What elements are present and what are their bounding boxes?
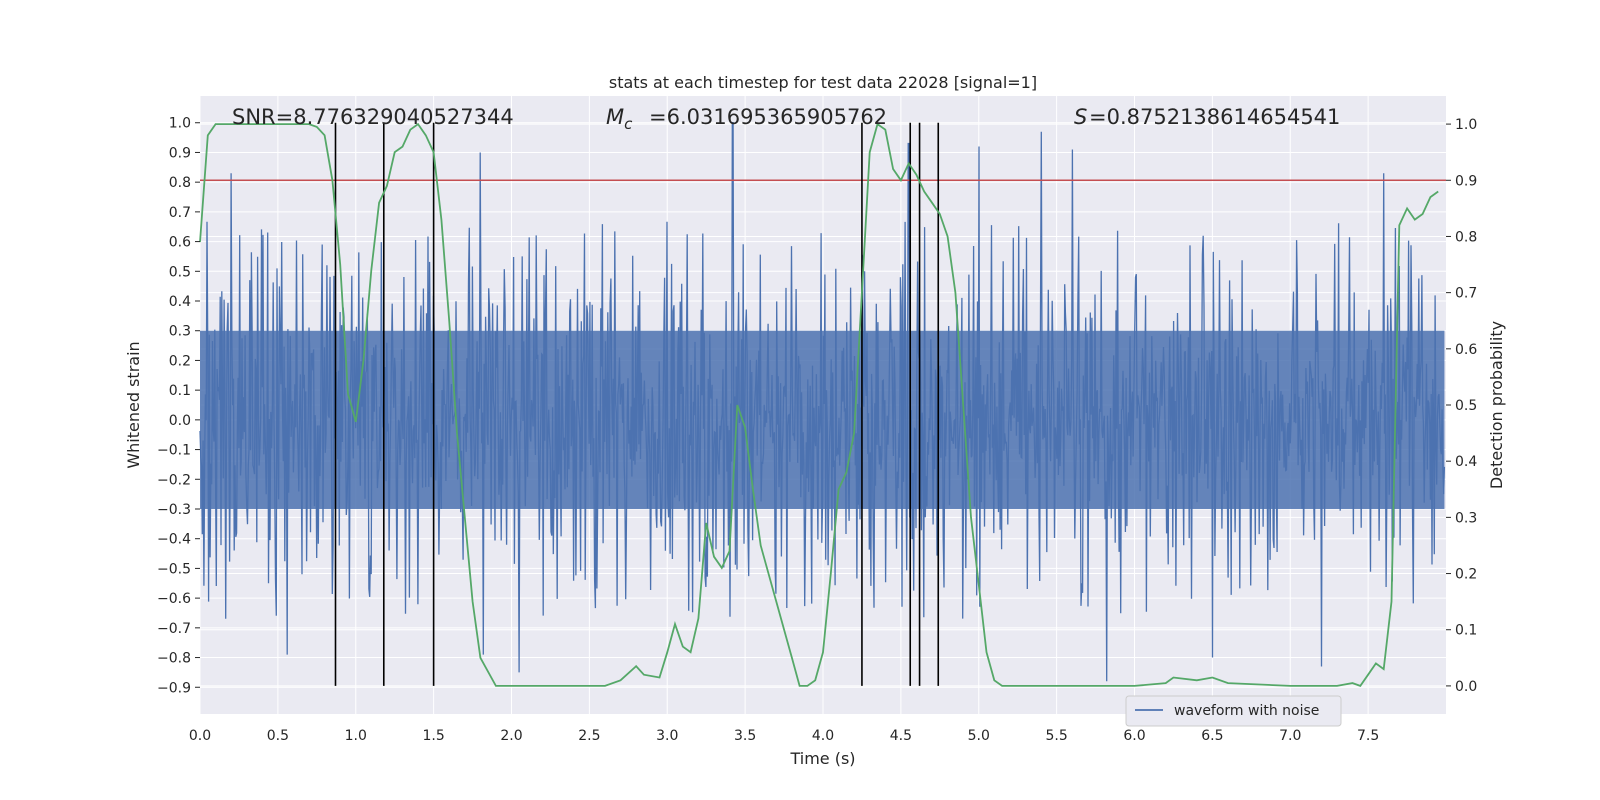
- event-lines: [334, 122, 940, 686]
- y-right-tick-label: 0.7: [1455, 286, 1477, 302]
- y-right-tick-label: 0.8: [1455, 229, 1477, 245]
- x-tick-label: 4.0: [812, 728, 834, 744]
- y-tick-label: −0.6: [157, 591, 191, 607]
- x-tick-label: 3.5: [734, 728, 756, 744]
- y-tick-label: −0.4: [157, 532, 191, 548]
- y-tick-label: 0.0: [169, 413, 191, 429]
- s-annotation: =0.8752138614654541: [1089, 105, 1340, 129]
- y-tick-label: −0.1: [157, 443, 191, 459]
- y-right-tick-label: 0.1: [1455, 623, 1477, 639]
- y-right-tick-label: 0.5: [1455, 398, 1477, 414]
- x-tick-label: 0.0: [189, 728, 211, 744]
- x-tick-label: 4.5: [890, 728, 912, 744]
- x-tick-label: 6.0: [1123, 728, 1145, 744]
- y-tick-label: 0.4: [169, 294, 191, 310]
- y-axis-label: Whitened strain: [124, 341, 143, 468]
- y-tick-label: 0.2: [169, 353, 191, 369]
- y-right-axis-label: Detection probability: [1487, 321, 1506, 489]
- y-tick-label: 1.0: [169, 116, 191, 132]
- x-tick-label: 2.5: [578, 728, 600, 744]
- y-right-tick-label: 0.3: [1455, 510, 1477, 526]
- y-tick-label: −0.3: [157, 502, 191, 518]
- x-tick-label: 1.5: [422, 728, 444, 744]
- chart-title: stats at each timestep for test data 220…: [609, 73, 1037, 92]
- y-tick-label: 0.3: [169, 324, 191, 340]
- y-right-tick-label: 0.0: [1455, 679, 1477, 695]
- x-tick-label: 1.0: [345, 728, 367, 744]
- y-tick-label: −0.8: [157, 651, 191, 667]
- legend-box: [1125, 695, 1342, 727]
- snr-annotation: SNR=8.776329040527344: [232, 105, 514, 129]
- x-tick-label: 3.0: [656, 728, 678, 744]
- y-tick-labels: −0.9 −0.8 −0.7 −0.6 −0.5 −0.4 −0.3 −0.2 −0.1 0.0 0…: [157, 116, 200, 696]
- y-right-tick-label: 0.2: [1455, 567, 1477, 583]
- mc-annotation: =6.031695365905762: [649, 105, 887, 129]
- y-tick-label: −0.2: [157, 472, 191, 488]
- y-right-tick-label: 0.9: [1455, 173, 1477, 189]
- y-tick-label: 0.8: [169, 175, 191, 191]
- waveform-series: [199, 122, 1446, 682]
- x-tick-label: 5.5: [1045, 728, 1067, 744]
- probability-series: [199, 122, 1439, 687]
- x-axis-label: Time (s): [789, 749, 855, 768]
- y-tick-label: 0.7: [169, 205, 191, 221]
- probability-line: [199, 122, 1439, 687]
- x-tick-label: 6.5: [1201, 728, 1223, 744]
- y-tick-label: 0.9: [169, 145, 191, 161]
- y-tick-label: 0.1: [169, 383, 191, 399]
- y-right-tick-labels: 0.0 0.1 0.2 0.3 0.4 0.5 0.6 0.7 0.8 0.9 1.0: [1446, 117, 1477, 695]
- y-tick-label: −0.7: [157, 621, 191, 637]
- waveform-band: [200, 330, 1445, 509]
- x-tick-label: 5.0: [968, 728, 990, 744]
- x-tick-label: 2.0: [500, 728, 522, 744]
- y-right-tick-label: 1.0: [1455, 117, 1477, 133]
- x-tick-label: 7.5: [1357, 728, 1379, 744]
- y-right-tick-label: 0.4: [1455, 454, 1477, 470]
- y-tick-label: −0.5: [157, 561, 191, 577]
- s-annotation-symbol: S: [1074, 105, 1087, 129]
- legend-label: waveform with noise: [1174, 703, 1319, 719]
- x-tick-labels: 0.0 0.5 1.0 1.5 2.0 2.5 3.0 3.5 4.0 4.5 5.0 5.5 6.0 6…: [189, 728, 1379, 744]
- legend: waveform with noise: [1125, 695, 1342, 727]
- y-tick-label: 0.6: [169, 235, 191, 251]
- x-tick-label: 7.0: [1279, 728, 1301, 744]
- y-tick-label: −0.9: [157, 680, 191, 696]
- y-tick-label: 0.5: [169, 264, 191, 280]
- y-right-tick-label: 0.6: [1455, 342, 1477, 358]
- x-tick-label: 0.5: [267, 728, 289, 744]
